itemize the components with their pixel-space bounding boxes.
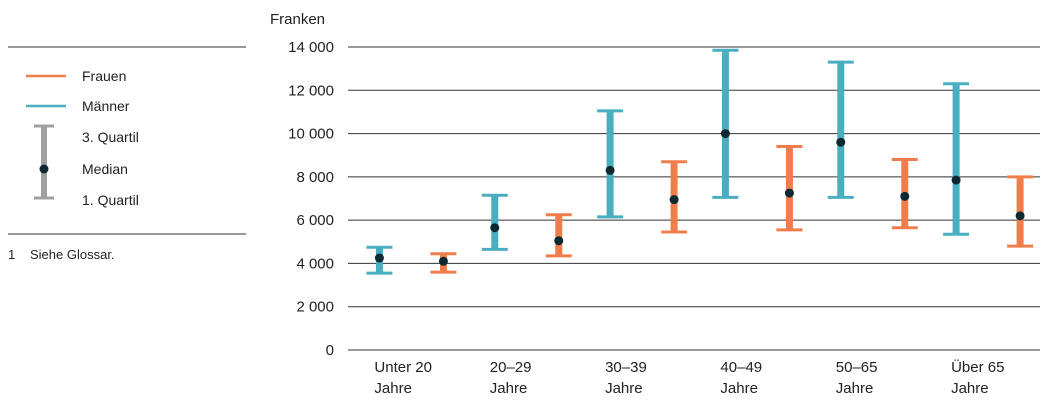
- x-tick-label: 50–65: [836, 359, 878, 376]
- x-tick-label: Über 65: [951, 358, 1004, 376]
- median-point: [951, 175, 961, 185]
- x-tick-label: Jahre: [836, 380, 874, 397]
- quartile-range-maenner: [481, 193, 508, 251]
- y-tick-label: 2 000: [296, 299, 334, 316]
- x-tick-label: Jahre: [720, 380, 758, 397]
- median-point: [1015, 211, 1025, 221]
- legend-frauen-label: Frauen: [82, 68, 126, 84]
- x-tick-label: 30–39: [605, 359, 647, 376]
- median-point: [438, 256, 448, 266]
- median-point: [374, 253, 384, 263]
- footnote-text: Siehe Glossar.: [30, 247, 115, 262]
- quartile-range-frauen: [545, 213, 572, 258]
- x-tick-labels: Unter 20 Jahre 20–29 Jahre 30–39 Jahre 40–49 Ja…: [374, 358, 1004, 397]
- y-tick-label: 14 000: [288, 39, 334, 56]
- legend-quartile-glyph: [34, 124, 54, 200]
- y-tick-label: 4 000: [296, 255, 334, 272]
- quartile-range-maenner: [712, 48, 739, 199]
- gridlines: [348, 46, 1040, 351]
- legend-median-dot: [39, 164, 49, 174]
- y-tick-label: 6 000: [296, 212, 334, 229]
- legend-median-label: Median: [82, 161, 128, 177]
- median-point: [490, 223, 500, 233]
- median-point: [554, 236, 564, 246]
- median-point: [784, 188, 794, 198]
- legend-maenner-label: Männer: [82, 98, 130, 114]
- quartile-range-maenner: [943, 82, 970, 236]
- x-tick-label: Jahre: [951, 380, 989, 397]
- x-tick-label: Unter 20: [374, 359, 432, 376]
- quartile-ranges: [366, 48, 1034, 275]
- y-tick-labels: 0 2 000 4 000 6 000 8 000 10 000 12 000 14 000: [288, 39, 334, 359]
- median-point: [605, 165, 615, 175]
- median-point: [669, 195, 679, 205]
- median-point: [720, 129, 730, 139]
- median-points: [374, 129, 1025, 266]
- median-point: [900, 191, 910, 201]
- y-tick-label: 8 000: [296, 169, 334, 186]
- quartile-range-frauen: [776, 145, 803, 232]
- median-point: [836, 137, 846, 147]
- y-tick-label: 10 000: [288, 126, 334, 143]
- x-tick-label: Jahre: [374, 380, 412, 397]
- legend: Frauen Männer 3. Quartil Median 1. Quart…: [8, 46, 246, 235]
- quartile-range-maenner: [827, 60, 854, 199]
- footnote-number: 1: [8, 247, 15, 262]
- y-tick-label: 12 000: [288, 82, 334, 99]
- x-tick-label: Jahre: [605, 380, 643, 397]
- quartile-range-maenner: [597, 109, 624, 219]
- legend-q3-label: 3. Quartil: [82, 129, 139, 145]
- x-tick-label: 20–29: [490, 359, 532, 376]
- legend-q1-label: 1. Quartil: [82, 192, 139, 208]
- y-axis-label: Franken: [270, 11, 325, 28]
- x-tick-label: Jahre: [490, 380, 528, 397]
- x-tick-label: 40–49: [720, 359, 762, 376]
- y-tick-label: 0: [326, 342, 334, 359]
